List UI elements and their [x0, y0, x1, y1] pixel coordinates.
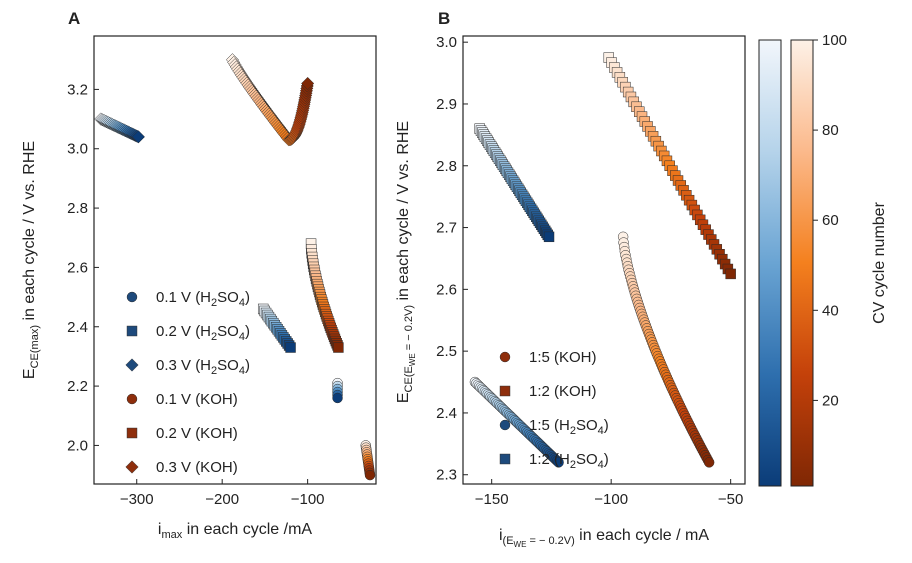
panel-a-legend: 0.1 V (H2SO4) 0.2 V (H2SO4) 0.3 V (H2SO4) 0… [125, 289, 250, 476]
y-tick-label: 2.7 [436, 220, 457, 237]
panel-a-y-axis-title: ECE(max) in each cycle / V vs. RHE [21, 141, 41, 379]
legend-marker-circle [499, 351, 511, 363]
colorbar-tick-label: 20 [822, 392, 839, 409]
legend-label: 1:5 (H2SO4) [529, 417, 609, 437]
series-0-2-v-h2so4- [257, 303, 296, 353]
panel-b-y-axis-title: ECE(EWE = − 0.2V) in each cycle / V vs. … [395, 121, 417, 403]
series-0-1-v-h2so4- [332, 377, 343, 404]
series-1-2-koh- [603, 52, 736, 280]
y-tick-label: 2.9 [436, 96, 457, 113]
series-0-3-v-koh- [225, 53, 315, 147]
series-0-2-v-koh- [305, 238, 344, 353]
legend-label: 0.3 V (KOH) [156, 459, 238, 476]
data-point [131, 130, 145, 144]
data-point [332, 392, 343, 404]
legend-marker-circle [499, 419, 511, 431]
data-point [333, 342, 344, 353]
colorbar-tick-label: 100 [822, 32, 847, 49]
panel-b-letter: B [438, 9, 450, 28]
legend-marker-circle [126, 393, 138, 405]
panel-b-data-points [469, 52, 736, 468]
y-tick-label: 2.3 [436, 467, 457, 484]
panel-b-x-axis-title: i(EWE = − 0.2V) in each cycle / mA [499, 527, 709, 549]
legend-label: 1:5 (KOH) [529, 349, 597, 366]
data-point [301, 76, 315, 91]
y-tick-label: 2.6 [436, 281, 457, 298]
y-tick-label: 2.5 [436, 343, 457, 360]
data-point [543, 231, 555, 243]
panel-b-axis-ticks: −150 −100 −50 2.3 2.4 2.5 2.6 2.7 2.8 2.9 3.0 [436, 34, 743, 508]
data-point [703, 457, 715, 468]
panel-b-plot-frame [462, 35, 746, 485]
panel-b-legend: 1:5 (KOH) 1:2 (KOH) 1:5 (H2SO4) 1:2 (H2SO4) [499, 349, 609, 471]
y-tick-label: 2.4 [436, 405, 457, 422]
data-point [285, 342, 296, 353]
colorbar-oranges [790, 39, 814, 487]
legend-marker-square [499, 453, 511, 465]
legend-label: 0.2 V (H2SO4) [156, 323, 250, 343]
legend-label: 0.2 V (KOH) [156, 425, 238, 442]
series-1-2-h2so4- [474, 123, 555, 243]
y-tick-label: 2.8 [436, 158, 457, 175]
colorbar-label: CV cycle number [871, 201, 888, 323]
y-tick-label: 3.0 [436, 34, 457, 51]
legend-marker-square [126, 427, 138, 439]
y-tick-label: 3.0 [67, 141, 88, 158]
data-point [725, 268, 736, 280]
panel-a-plot-frame [93, 35, 377, 485]
panel-a-axis-ticks: −300 −200 −100 2.0 2.2 2.4 2.6 2.8 3.0 3.2 [67, 81, 324, 508]
panel-a-letter: A [68, 9, 80, 28]
y-tick-label: 2.4 [67, 319, 88, 336]
y-tick-label: 2.2 [67, 378, 88, 395]
colorbar-tick-label: 40 [822, 302, 839, 319]
legend-label: 1:2 (H2SO4) [529, 451, 609, 471]
data-point [364, 469, 376, 481]
legend-marker-diamond [125, 460, 139, 474]
x-tick-label: −200 [205, 491, 239, 508]
panel-a-x-axis-title: imax in each cycle /mA [158, 521, 313, 541]
legend-marker-square [499, 385, 511, 397]
x-tick-label: −50 [718, 491, 743, 508]
legend-marker-circle [126, 291, 138, 303]
colorbar-tick-label: 80 [822, 122, 839, 139]
x-tick-label: −100 [291, 491, 325, 508]
legend-label: 0.1 V (H2SO4) [156, 289, 250, 309]
series-1-5-koh- [617, 231, 715, 468]
legend-marker-diamond [125, 358, 139, 372]
colorbar-ticks: 20 40 60 80 100 [813, 32, 847, 409]
panel-a-data-points [94, 53, 376, 481]
series-1-5-h2so4- [469, 376, 564, 468]
y-tick-label: 3.2 [67, 81, 88, 98]
x-tick-label: −300 [120, 491, 154, 508]
series-0-3-v-h2so4- [94, 112, 145, 144]
legend-label: 0.3 V (H2SO4) [156, 357, 250, 377]
y-tick-label: 2.8 [67, 200, 88, 217]
series-0-1-v-koh- [360, 440, 376, 481]
y-tick-label: 2.6 [67, 259, 88, 276]
y-tick-label: 2.0 [67, 437, 88, 454]
colorbar-tick-label: 60 [822, 212, 839, 229]
legend-label: 0.1 V (KOH) [156, 391, 238, 408]
x-tick-label: −100 [594, 491, 628, 508]
x-tick-label: −150 [475, 491, 509, 508]
data-point [553, 457, 564, 468]
colorbar-blues [758, 39, 782, 487]
legend-marker-square [126, 325, 138, 337]
legend-label: 1:2 (KOH) [529, 383, 597, 400]
